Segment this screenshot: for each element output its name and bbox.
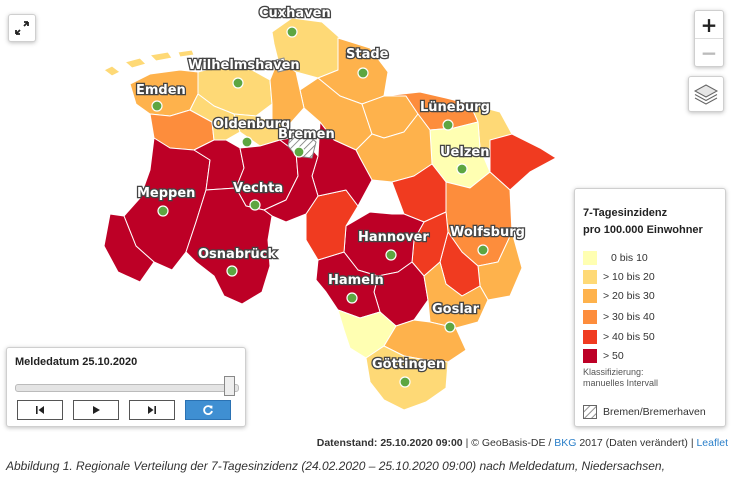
label-emden: Emden [136,83,186,98]
legend-swatch [583,349,597,363]
label-bremen: Bremen [278,127,335,142]
hatch-swatch [583,405,597,419]
label-meppen: Meppen [137,186,195,201]
dot-osnabrueck[interactable] [226,265,238,277]
legend-title-line2: pro 100.000 Einwohner [583,224,703,236]
region-bentheim[interactable] [103,213,155,283]
dot-bremen[interactable] [293,146,305,158]
timeline-slider-track[interactable] [15,384,239,392]
legend-note-line2: manuelles Intervall [583,378,659,388]
timeline-panel: Meldedatum 25.10.2020 [6,347,246,427]
dot-uelzen[interactable] [456,163,468,175]
zoom-in-button[interactable]: + [700,12,718,37]
legend-item: > 20 bis 30 [583,289,655,303]
label-uelzen: Uelzen [440,145,489,160]
map-attribution: Datenstand: 25.10.2020 09:00 | © GeoBasi… [317,437,728,449]
legend-swatch [583,251,597,265]
legend-item: > 30 bis 40 [583,310,655,324]
dot-hannover[interactable] [385,249,397,261]
label-cuxhaven: Cuxhaven [259,6,331,21]
region-oldenburg[interactable] [233,113,289,147]
legend-item: > 40 bis 50 [583,330,655,344]
label-wilhelmshaven: Wilhelmshaven [188,58,300,73]
timeline-title: Meldedatum 25.10.2020 [15,356,138,368]
legend-label: > 40 bis 50 [603,331,655,343]
attribution-mid: | © GeoBasis-DE / [462,437,555,449]
dot-wolfsburg[interactable] [477,244,489,256]
dot-lueneburg[interactable] [442,119,454,131]
timeline-slider-handle[interactable] [224,376,235,396]
play-button[interactable] [73,400,119,420]
fullscreen-button[interactable] [8,14,36,42]
label-osnabrueck: Osnabrück [198,247,276,262]
bkg-link[interactable]: BKG [554,437,577,449]
bremerhaven-hatched[interactable] [275,57,287,73]
legend-label: > 20 bis 30 [603,290,655,302]
data-status: Datenstand: 25.10.2020 09:00 [316,437,463,449]
legend-item: 0 bis 10 [583,251,648,265]
region-goslar[interactable] [423,261,489,329]
layers-icon [693,84,719,105]
dot-wilhelmshaven[interactable] [232,77,244,89]
step-back-icon [36,406,44,414]
map-container[interactable]: Cuxhaven Stade Wilhelmshaven Emden Lüneb… [0,0,740,432]
refresh-icon [203,405,213,415]
legend-label: > 30 bis 40 [603,311,655,323]
legend-hatch-label: Bremen/Bremerhaven [603,406,706,418]
label-hameln: Hameln [328,273,384,288]
legend-item: > 10 bis 20 [583,270,655,284]
dot-hameln[interactable] [346,292,358,304]
label-oldenburg: Oldenburg [213,117,290,132]
legend-swatch [583,310,597,324]
legend-swatch [583,270,597,284]
play-icon [93,406,100,414]
step-forward-button[interactable] [129,400,175,420]
dot-meppen[interactable] [157,205,169,217]
niedersachsen-map[interactable]: Cuxhaven Stade Wilhelmshaven Emden Lüneb… [0,0,740,432]
legend-panel: 7-Tagesinzidenz pro 100.000 Einwohner 0 … [574,188,726,427]
figure-caption: Abbildung 1. Regionale Verteilung der 7-… [6,459,665,473]
label-hannover: Hannover [358,230,429,245]
label-goslar: Goslar [432,302,480,317]
legend-note: Klassifizierung: manuelles Intervall [583,367,658,389]
region-islands[interactable] [103,49,195,77]
label-vechta: Vechta [233,181,283,196]
dot-cuxhaven[interactable] [286,26,298,38]
legend-swatch [583,330,597,344]
legend-label: > 10 bis 20 [603,271,655,283]
label-goettingen: Göttingen [372,357,445,372]
label-wolfsburg: Wolfsburg [450,225,525,240]
legend-title-line1: 7-Tagesinzidenz [583,207,668,219]
legend-title: 7-Tagesinzidenz pro 100.000 Einwohner [583,205,703,239]
zoom-control: + − [694,10,724,67]
dot-goslar[interactable] [444,321,456,333]
legend-note-line1: Klassifizierung: [583,367,644,377]
legend-label: > 50 [603,350,624,362]
legend-swatch [583,289,597,303]
label-stade: Stade [346,47,389,62]
legend-hatch-item: Bremen/Bremerhaven [583,405,706,419]
legend-label: 0 bis 10 [611,252,648,264]
reset-button[interactable] [185,400,231,420]
dot-stade[interactable] [357,67,369,79]
step-forward-icon [148,406,156,414]
label-lueneburg: Lüneburg [420,100,490,115]
dot-goettingen[interactable] [399,376,411,388]
dot-vechta[interactable] [249,199,261,211]
layers-button[interactable] [688,76,724,112]
expand-icon [15,21,29,35]
dot-oldenburg[interactable] [241,136,253,148]
dot-emden[interactable] [151,100,163,112]
step-back-button[interactable] [17,400,63,420]
leaflet-link[interactable]: Leaflet [696,437,728,449]
zoom-out-button[interactable]: − [695,38,723,66]
legend-item: > 50 [583,349,624,363]
attribution-suffix: 2017 (Daten verändert) | [576,437,697,449]
